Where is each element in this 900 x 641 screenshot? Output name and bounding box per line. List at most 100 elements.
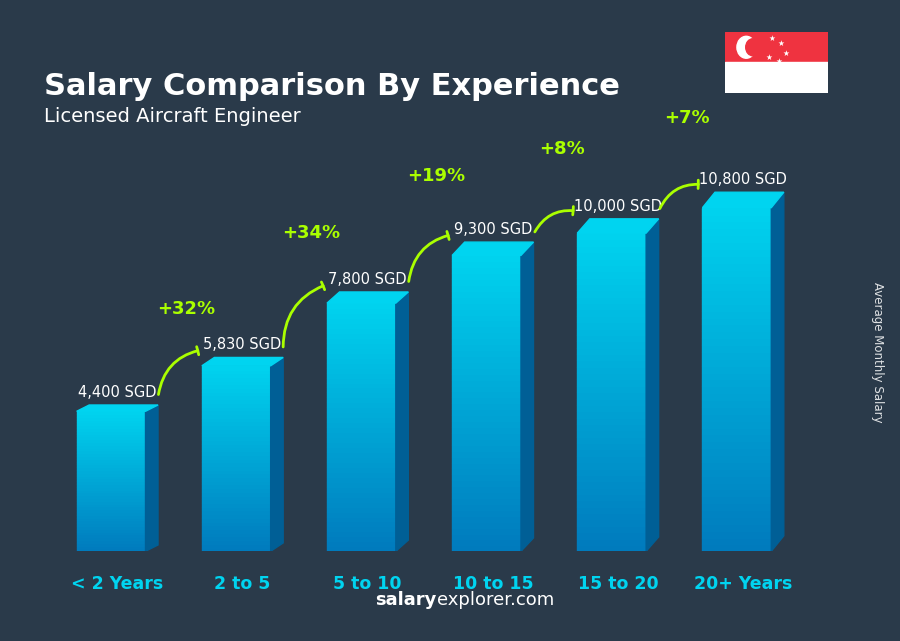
Bar bbox=[76, 476, 146, 478]
Text: 7,800 SGD: 7,800 SGD bbox=[328, 272, 407, 287]
Bar bbox=[202, 451, 271, 455]
Bar bbox=[202, 503, 271, 507]
Bar bbox=[327, 437, 396, 442]
Bar bbox=[327, 487, 396, 492]
Bar bbox=[202, 525, 271, 529]
Bar bbox=[202, 455, 271, 458]
Text: 4,400 SGD: 4,400 SGD bbox=[78, 385, 157, 400]
Bar bbox=[76, 526, 146, 529]
Bar bbox=[76, 462, 146, 465]
Bar bbox=[703, 448, 771, 455]
Bar bbox=[202, 492, 271, 495]
Bar bbox=[202, 529, 271, 533]
Bar bbox=[577, 322, 646, 329]
Polygon shape bbox=[396, 292, 409, 551]
Bar bbox=[452, 386, 521, 392]
Bar bbox=[577, 303, 646, 310]
Bar bbox=[452, 291, 521, 297]
Bar bbox=[703, 524, 771, 531]
Bar bbox=[703, 324, 771, 331]
Bar bbox=[202, 485, 271, 488]
Bar bbox=[202, 544, 271, 547]
Bar bbox=[327, 526, 396, 531]
Bar bbox=[327, 447, 396, 452]
Text: Salary Comparison By Experience: Salary Comparison By Experience bbox=[44, 72, 620, 101]
Bar bbox=[452, 480, 521, 486]
Bar bbox=[703, 311, 771, 318]
Bar bbox=[452, 303, 521, 309]
Text: ★: ★ bbox=[778, 38, 785, 47]
Bar bbox=[202, 381, 271, 385]
Bar bbox=[703, 544, 771, 551]
Bar bbox=[577, 316, 646, 322]
Bar bbox=[577, 399, 646, 405]
Bar bbox=[76, 451, 146, 453]
Bar bbox=[452, 267, 521, 273]
Bar bbox=[327, 432, 396, 437]
Bar bbox=[703, 352, 771, 359]
Bar bbox=[202, 477, 271, 481]
Bar bbox=[452, 397, 521, 403]
Bar bbox=[703, 455, 771, 462]
Bar bbox=[76, 422, 146, 425]
Bar bbox=[452, 273, 521, 279]
Bar bbox=[452, 362, 521, 368]
Text: Licensed Aircraft Engineer: Licensed Aircraft Engineer bbox=[44, 107, 301, 126]
Bar bbox=[76, 512, 146, 515]
Bar bbox=[202, 403, 271, 406]
Bar bbox=[577, 258, 646, 265]
Bar bbox=[703, 400, 771, 407]
Bar bbox=[452, 297, 521, 303]
Bar bbox=[452, 421, 521, 427]
Bar bbox=[452, 433, 521, 439]
Bar bbox=[577, 360, 646, 367]
Bar bbox=[703, 428, 771, 435]
Bar bbox=[703, 283, 771, 290]
Bar bbox=[577, 424, 646, 430]
Bar bbox=[703, 269, 771, 276]
Bar bbox=[76, 501, 146, 504]
Bar bbox=[703, 441, 771, 448]
Text: ★: ★ bbox=[776, 57, 782, 66]
Bar bbox=[703, 469, 771, 476]
Bar bbox=[327, 333, 396, 338]
Text: 2 to 5: 2 to 5 bbox=[214, 575, 271, 593]
Bar bbox=[202, 470, 271, 473]
Bar bbox=[703, 304, 771, 311]
Bar bbox=[76, 467, 146, 470]
Text: +7%: +7% bbox=[664, 110, 709, 128]
Bar bbox=[202, 429, 271, 433]
Bar bbox=[452, 368, 521, 374]
Bar bbox=[577, 532, 646, 538]
Circle shape bbox=[737, 37, 756, 58]
Text: ★: ★ bbox=[782, 49, 789, 58]
Bar bbox=[327, 388, 396, 392]
Bar bbox=[76, 420, 146, 422]
Bar bbox=[452, 320, 521, 326]
Bar bbox=[327, 372, 396, 378]
Bar bbox=[327, 412, 396, 417]
Bar bbox=[577, 507, 646, 513]
Polygon shape bbox=[521, 242, 534, 551]
Bar bbox=[76, 459, 146, 462]
Bar bbox=[577, 329, 646, 335]
Bar bbox=[452, 315, 521, 320]
Bar bbox=[452, 540, 521, 545]
Bar bbox=[76, 498, 146, 501]
Bar bbox=[327, 358, 396, 363]
Bar bbox=[76, 414, 146, 417]
Bar bbox=[452, 403, 521, 409]
Polygon shape bbox=[271, 358, 284, 551]
Bar bbox=[452, 415, 521, 421]
Bar bbox=[76, 518, 146, 520]
Polygon shape bbox=[703, 192, 784, 208]
Bar bbox=[703, 496, 771, 503]
Bar bbox=[452, 374, 521, 379]
Bar bbox=[577, 469, 646, 475]
Bar bbox=[202, 510, 271, 514]
Bar bbox=[327, 537, 396, 542]
Bar bbox=[577, 538, 646, 545]
Polygon shape bbox=[452, 242, 534, 255]
Bar bbox=[202, 507, 271, 510]
Bar bbox=[452, 486, 521, 492]
